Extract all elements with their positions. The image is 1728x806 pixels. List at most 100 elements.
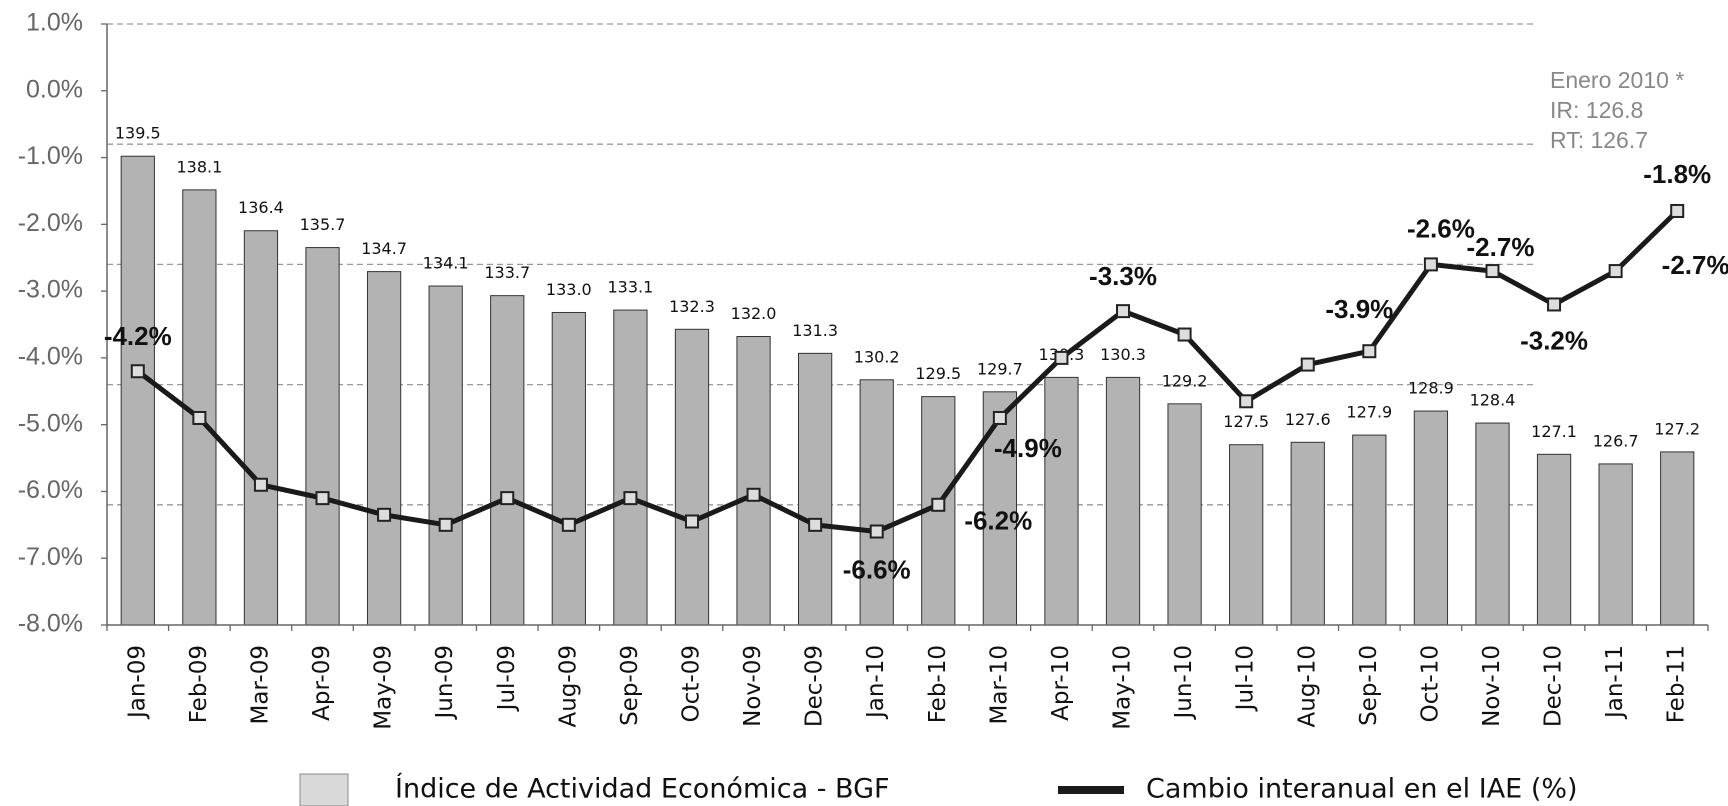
bar-label: 127.6 (1285, 410, 1331, 429)
legend-swatch (299, 773, 349, 806)
bar-label: 136.4 (238, 198, 284, 217)
bar (613, 309, 648, 626)
line-marker (377, 507, 392, 522)
annotation: RT: 126.7 (1550, 127, 1648, 153)
annotation: IR: 126.8 (1550, 97, 1643, 123)
line-label: -3.3% (1089, 261, 1157, 291)
line-marker (931, 497, 946, 512)
bar-label: 127.9 (1346, 403, 1392, 422)
x-tick-label: May-09 (371, 645, 397, 730)
line-marker (1362, 344, 1377, 359)
x-tick-label: Mar-10 (986, 645, 1012, 725)
bar-label: 127.1 (1531, 422, 1577, 441)
bar-label: 128.9 (1408, 379, 1454, 398)
y-tick-label: -3.0% (18, 276, 83, 304)
y-tick-label: -6.0% (18, 476, 83, 504)
x-tick-label: Feb-11 (1664, 645, 1690, 723)
x-tick-label: Jan-10 (863, 645, 889, 720)
bar-label: 130.2 (854, 347, 900, 366)
line-label: -2.7% (1467, 232, 1535, 262)
bar (1475, 422, 1510, 626)
line-marker (315, 491, 330, 506)
line-marker (1054, 350, 1069, 365)
bar (490, 295, 525, 626)
bar-label: 133.7 (484, 263, 530, 282)
y-tick-label: -7.0% (18, 543, 83, 571)
line-label: -2.7% (1662, 250, 1728, 280)
x-tick-label: Jul-10 (1233, 645, 1259, 712)
line-marker (1423, 257, 1438, 272)
bar (736, 336, 771, 626)
y-tick-label: -4.0% (18, 342, 83, 370)
line-marker (561, 517, 576, 532)
line-marker (1116, 304, 1131, 319)
bar (1290, 441, 1325, 626)
x-tick-label: Dec-10 (1541, 645, 1567, 727)
bar-label: 129.5 (915, 364, 961, 383)
line-marker (438, 517, 453, 532)
line-marker (623, 491, 638, 506)
line-marker (130, 364, 145, 379)
bar-label: 139.5 (115, 124, 161, 143)
bar-label: 130.3 (1100, 345, 1146, 364)
bar-label: 138.1 (176, 157, 222, 176)
legend-label: Índice de Actividad Económica - BGF (395, 773, 890, 805)
y-tick-label: -2.0% (18, 209, 83, 237)
x-tick-label: Apr-09 (309, 645, 335, 721)
x-tick-label: Jul-09 (494, 645, 520, 712)
x-tick-label: Nov-09 (740, 645, 766, 727)
line-marker (1670, 203, 1685, 218)
bar (1660, 451, 1695, 626)
y-tick-label: -5.0% (18, 409, 83, 437)
x-tick-label: Apr-10 (1048, 645, 1074, 721)
line-label: -4.2% (104, 321, 172, 351)
bar (674, 328, 710, 626)
line-label: -3.2% (1520, 325, 1588, 355)
line-label: -1.8% (1643, 159, 1711, 189)
x-tick-label: Jun-09 (432, 645, 458, 721)
x-tick-label: Mar-09 (247, 645, 273, 725)
line (136, 209, 1679, 535)
bar (859, 379, 894, 626)
bar (798, 352, 833, 626)
annotation: Enero 2010 * (1550, 67, 1684, 93)
x-tick-label: Sep-10 (1356, 645, 1382, 726)
bar (120, 155, 155, 626)
bar (1167, 403, 1202, 626)
bar (1536, 453, 1572, 626)
line-label: -6.2% (964, 506, 1032, 536)
line-marker (1547, 297, 1562, 312)
bar-label: 129.2 (1162, 371, 1208, 390)
bar (1413, 410, 1449, 626)
x-tick-label: Nov-10 (1479, 645, 1505, 727)
y-tick-label: 1.0% (26, 9, 83, 37)
x-tick-label: Jun-10 (1171, 645, 1197, 721)
x-tick-label: Aug-09 (555, 645, 581, 727)
x-tick-label: Sep-09 (617, 645, 643, 726)
y-tick-label: -1.0% (18, 142, 83, 170)
bar-label: 129.7 (977, 359, 1023, 378)
line-marker (253, 477, 268, 492)
bar-label: 134.1 (423, 254, 469, 273)
bar-label: 132.3 (669, 297, 715, 316)
line-marker (192, 410, 207, 425)
x-tick-label: May-10 (1110, 645, 1136, 730)
line-marker (1177, 327, 1192, 342)
x-tick-label: Feb-10 (925, 645, 951, 723)
bar (1352, 434, 1387, 626)
x-tick-label: Jan-11 (1602, 645, 1628, 720)
line-label: -6.6% (843, 554, 911, 584)
bar-label: 128.4 (1470, 391, 1516, 410)
bar (366, 271, 402, 626)
y-tick-label: -8.0% (18, 610, 83, 638)
line-marker (1485, 264, 1500, 279)
x-tick-label: Dec-09 (802, 645, 828, 727)
line-marker (1300, 357, 1315, 372)
bar (428, 285, 463, 626)
x-tick-label: Aug-10 (1294, 645, 1320, 727)
y-tick-label: 0.0% (26, 75, 83, 103)
line-marker (1608, 264, 1623, 279)
line-marker (1239, 394, 1254, 409)
bar-label: 126.7 (1593, 431, 1639, 450)
